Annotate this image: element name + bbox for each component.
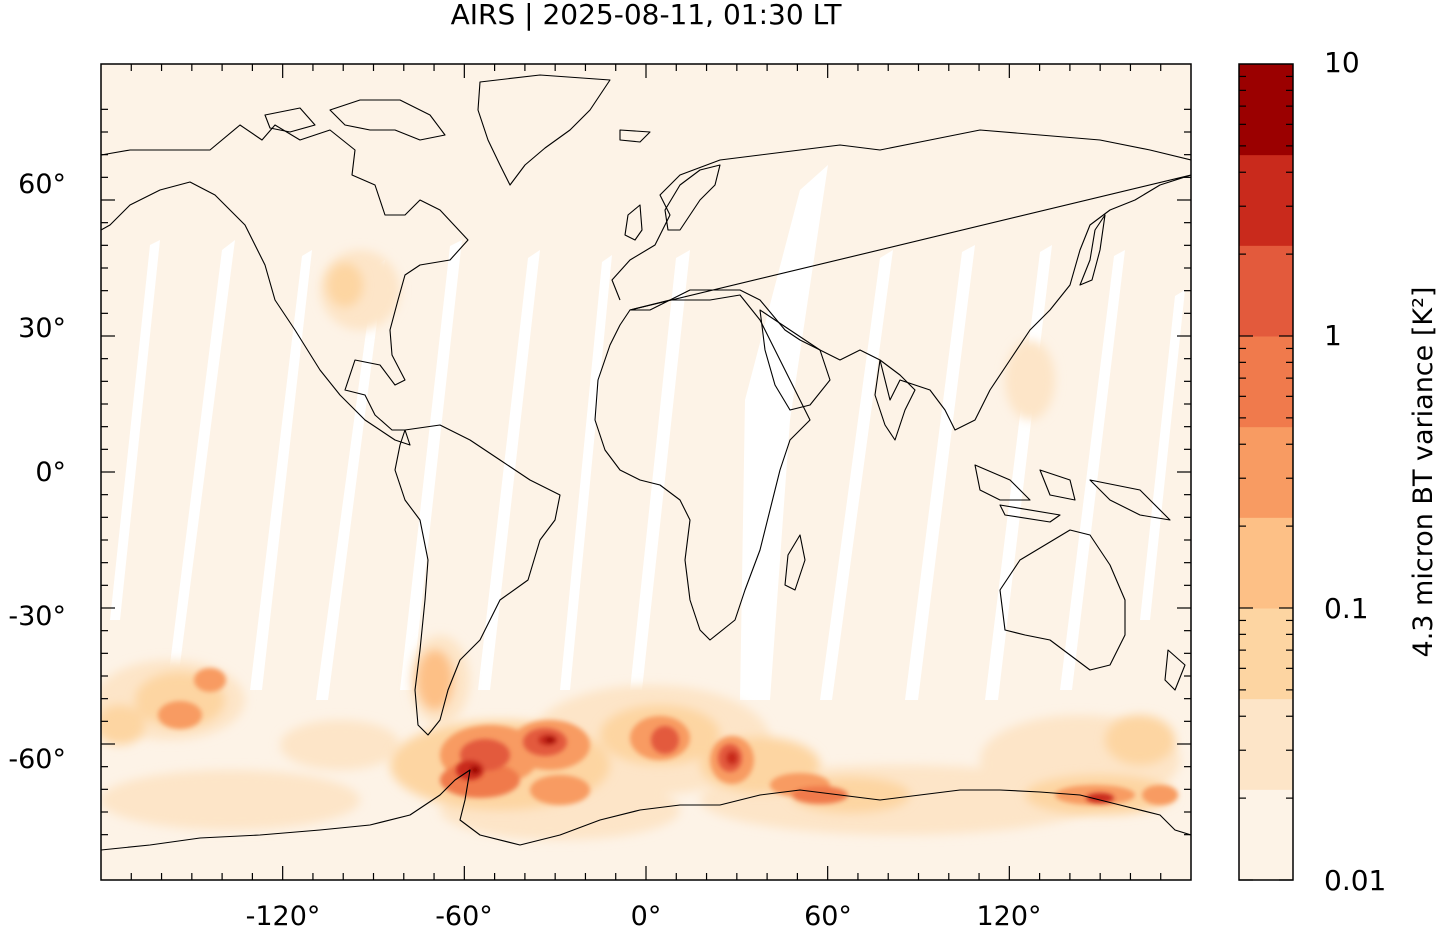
y-tick-label: 60° bbox=[18, 169, 66, 200]
variance-patch bbox=[194, 668, 226, 692]
colorbar-band bbox=[1239, 64, 1293, 156]
orbit-gap bbox=[820, 250, 893, 700]
colorbar-tick-label: 0.01 bbox=[1324, 864, 1386, 897]
orbit-gap bbox=[250, 250, 312, 690]
variance-patch bbox=[651, 726, 679, 754]
colorbar-band bbox=[1239, 517, 1293, 609]
coastline-antarctica bbox=[101, 769, 1191, 851]
colorbar-band bbox=[1239, 426, 1293, 518]
variance-patch bbox=[1086, 793, 1114, 803]
y-tick-label: 0° bbox=[35, 457, 66, 488]
y-tick-label: -60° bbox=[8, 744, 66, 775]
variance-patch bbox=[530, 775, 590, 805]
orbit-gap bbox=[630, 250, 690, 690]
variance-patch bbox=[1142, 785, 1178, 805]
orbit-gap bbox=[560, 255, 612, 690]
colorbar-band bbox=[1239, 608, 1293, 700]
coastline-africa bbox=[594, 294, 811, 641]
map-ticks bbox=[101, 64, 1191, 880]
x-tick-labels: -120° -60° 0° 60° 120° bbox=[246, 901, 1042, 930]
x-tick-label: -120° bbox=[246, 901, 321, 930]
coastline-uk bbox=[624, 204, 643, 241]
colorbar-ticks bbox=[1239, 75, 1293, 881]
x-tick-label: 60° bbox=[804, 901, 852, 930]
colorbar-labels: 10 1 0.1 0.01 bbox=[1324, 46, 1386, 897]
orbit-gap bbox=[478, 250, 540, 690]
colorbar-band bbox=[1239, 154, 1293, 246]
orbit-gap bbox=[316, 260, 385, 700]
variance-patch bbox=[417, 650, 453, 710]
colorbar-tick-label: 10 bbox=[1324, 46, 1360, 79]
coastline-japan bbox=[1079, 214, 1106, 286]
x-tick-label: 120° bbox=[976, 901, 1041, 930]
x-tick-label: 0° bbox=[631, 901, 662, 930]
colorbar-title: 4.3 micron BT variance [K²] bbox=[1408, 287, 1439, 658]
colorbar-band bbox=[1239, 336, 1293, 428]
orbit-gap bbox=[168, 240, 235, 680]
coastline-north-america bbox=[101, 124, 469, 446]
orbit-gap bbox=[400, 240, 462, 690]
coastline-scandinavia bbox=[664, 164, 721, 231]
coastline-madagascar bbox=[784, 534, 806, 591]
colorbar-band bbox=[1239, 789, 1293, 881]
orbit-gap bbox=[905, 245, 975, 700]
variance-patch bbox=[726, 751, 738, 765]
coastline-south-america bbox=[394, 424, 561, 736]
coastline-new-zealand bbox=[1164, 649, 1186, 691]
coastlines bbox=[101, 74, 1191, 851]
variance-patch bbox=[101, 705, 145, 745]
orbit-gap bbox=[1060, 250, 1125, 690]
coastline-europe-asia bbox=[611, 129, 1191, 431]
colorbar bbox=[1239, 64, 1293, 881]
orbit-gap bbox=[110, 240, 160, 620]
coastline-indonesia bbox=[974, 464, 1171, 523]
colorbar-band bbox=[1239, 698, 1293, 790]
variance-patch bbox=[280, 720, 400, 770]
y-tick-label: 30° bbox=[18, 313, 66, 344]
orbit-gap bbox=[740, 165, 828, 700]
x-tick-label: -60° bbox=[435, 901, 493, 930]
colorbar-frame bbox=[1238, 63, 1294, 881]
map-area bbox=[101, 64, 1191, 880]
coastline-arctic-islands bbox=[264, 99, 651, 143]
variance-peak bbox=[456, 726, 1114, 803]
variance-patch bbox=[545, 737, 555, 743]
coastline-greenland bbox=[477, 74, 611, 186]
variance-patch bbox=[101, 770, 360, 830]
coastline-india bbox=[874, 359, 916, 441]
colorbar-band bbox=[1239, 245, 1293, 337]
variance-patch bbox=[158, 701, 202, 729]
variance-patch bbox=[1005, 340, 1055, 420]
orbit-gap bbox=[1140, 290, 1185, 620]
variance-patch bbox=[470, 766, 480, 774]
variance-patch bbox=[1105, 715, 1175, 765]
colorbar-tick-label: 1 bbox=[1324, 319, 1342, 352]
plot-title: AIRS | 2025-08-11, 01:30 LT bbox=[450, 0, 842, 31]
colorbar-tick-label: 0.1 bbox=[1324, 592, 1369, 625]
coastline-australia bbox=[999, 529, 1126, 671]
variance-patch bbox=[327, 263, 363, 307]
y-tick-labels: 60° 30° 0° -30° -60° bbox=[8, 169, 66, 775]
y-tick-label: -30° bbox=[8, 601, 66, 632]
coastline-arabia bbox=[759, 309, 831, 411]
